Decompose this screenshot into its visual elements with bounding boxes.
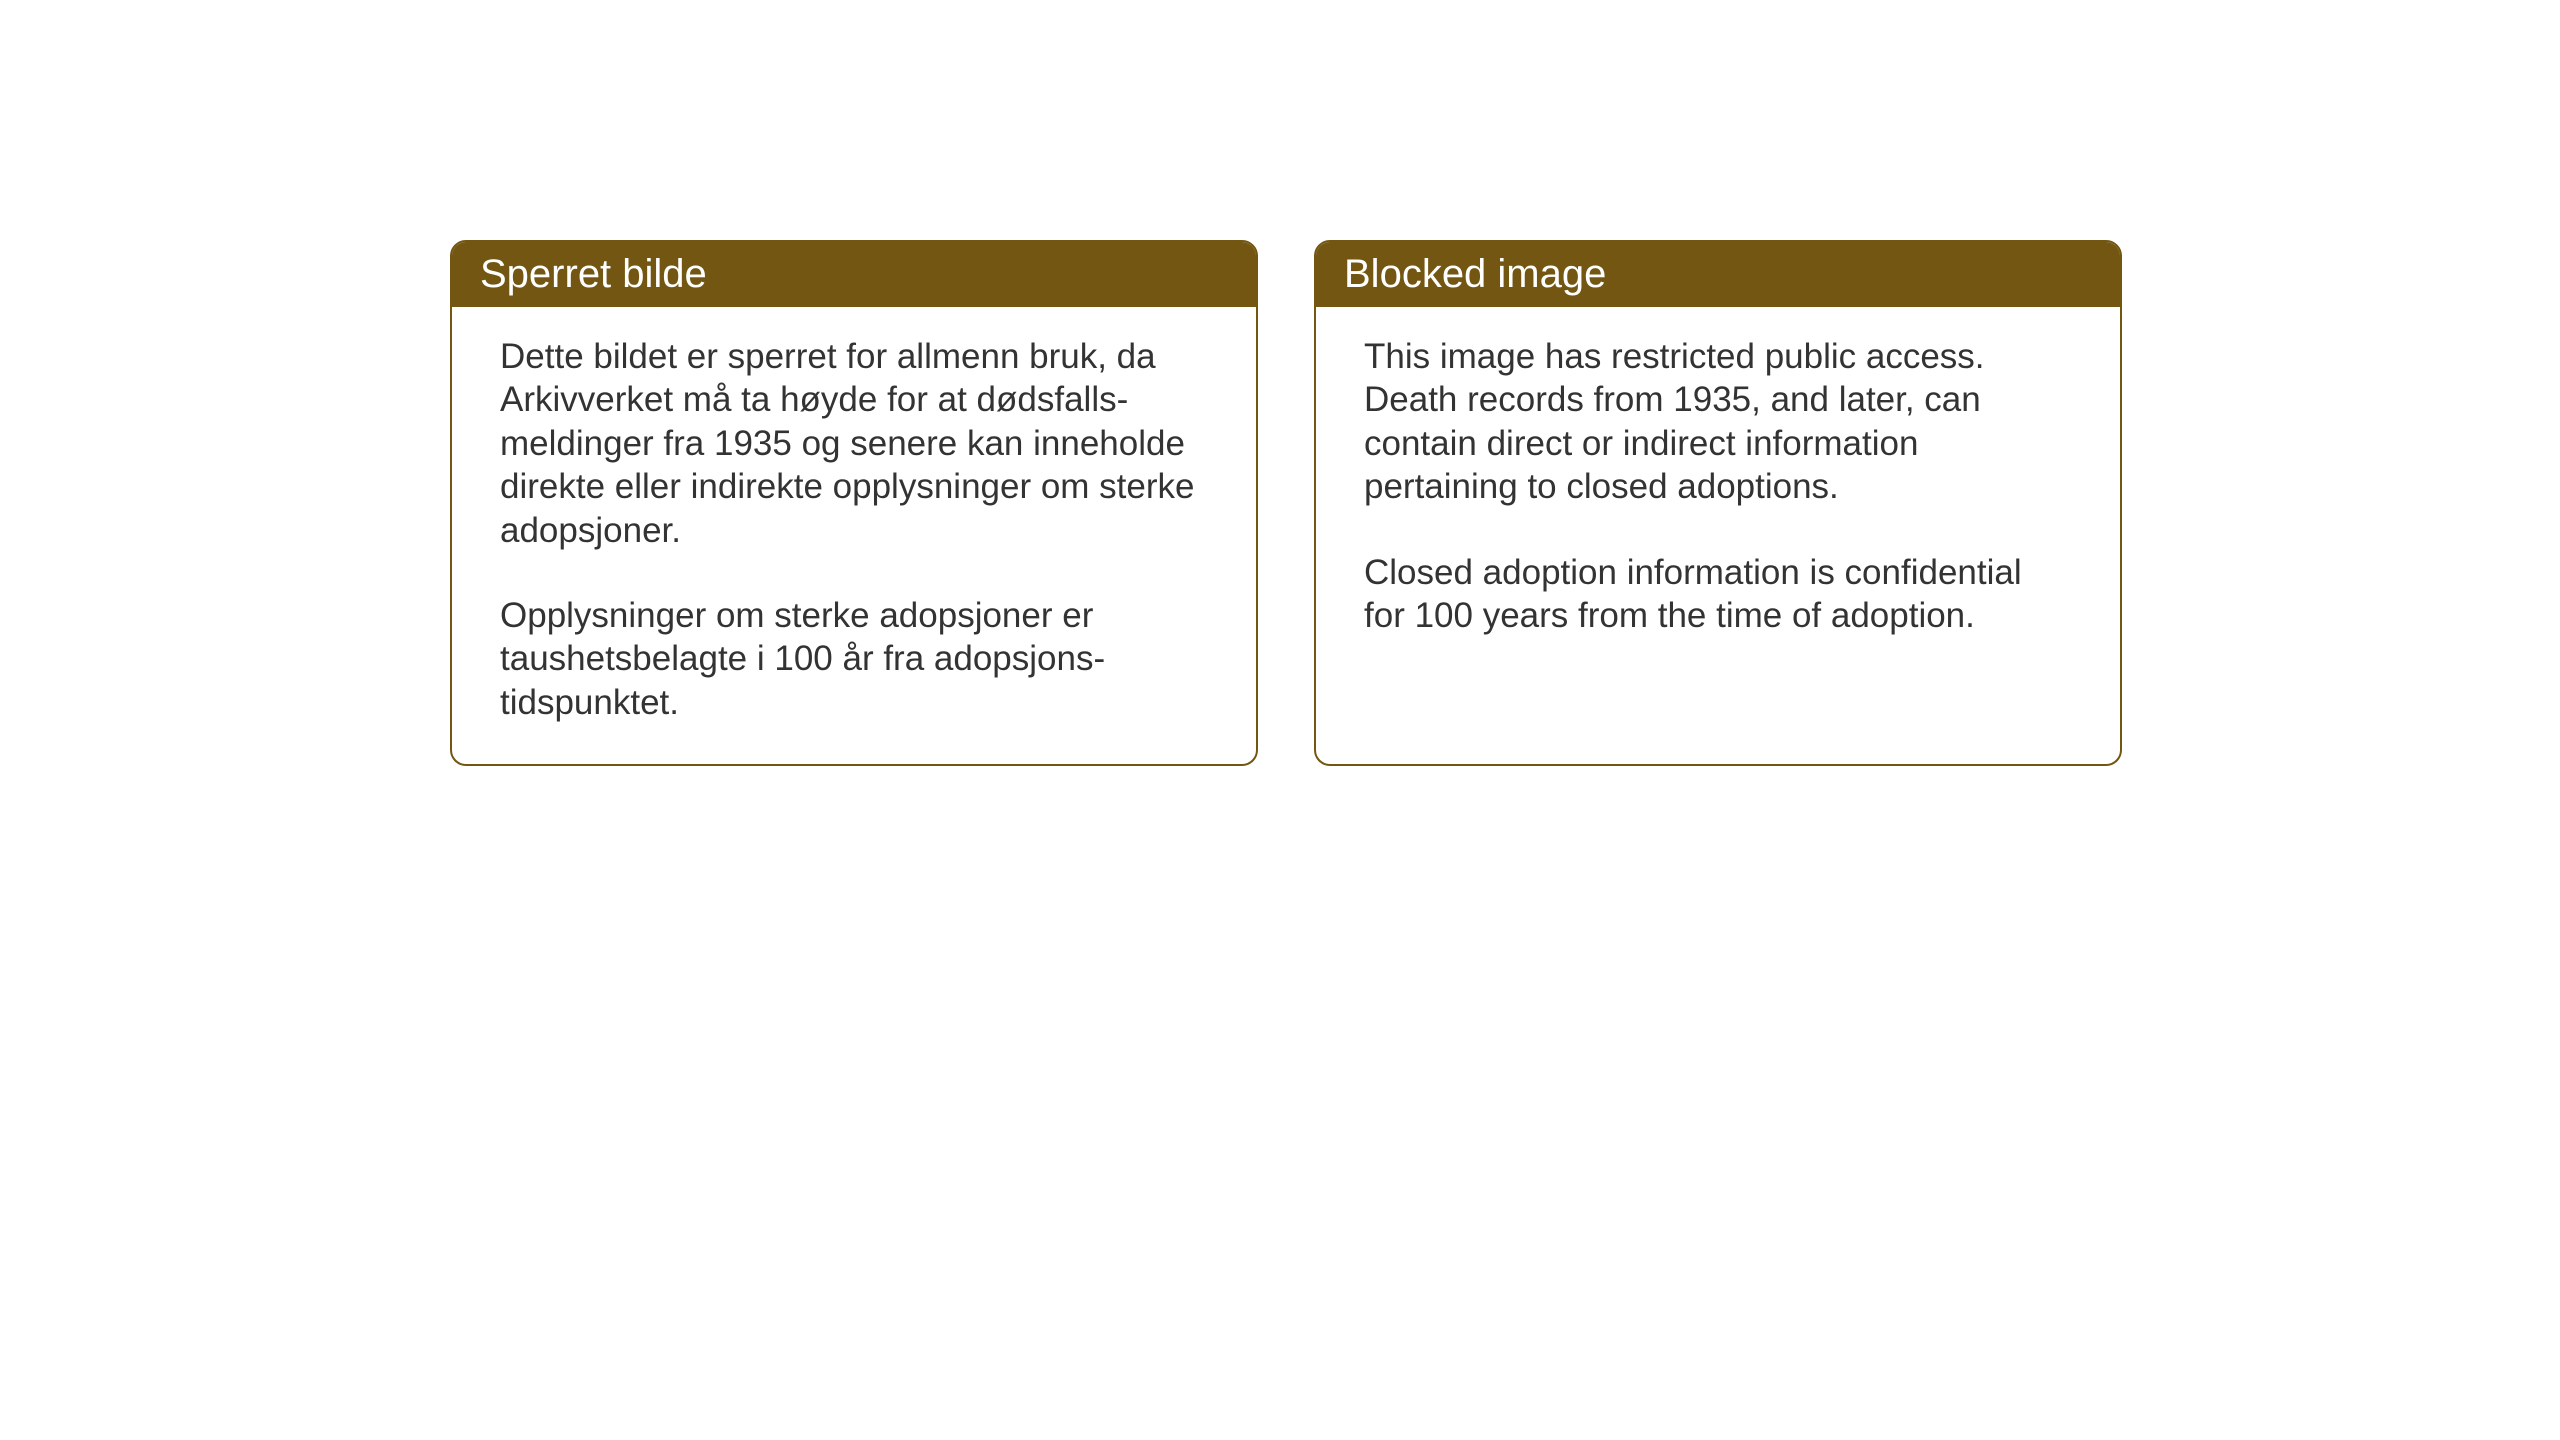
notice-paragraph-2-norwegian: Opplysninger om sterke adopsjoner er tau… bbox=[500, 594, 1208, 724]
notice-body-norwegian: Dette bildet er sperret for allmenn bruk… bbox=[452, 307, 1256, 764]
notice-paragraph-1-english: This image has restricted public access.… bbox=[1364, 335, 2072, 509]
notice-paragraph-1-norwegian: Dette bildet er sperret for allmenn bruk… bbox=[500, 335, 1208, 552]
notice-title-english: Blocked image bbox=[1316, 242, 2120, 307]
notice-card-english: Blocked image This image has restricted … bbox=[1314, 240, 2122, 766]
notice-card-norwegian: Sperret bilde Dette bildet er sperret fo… bbox=[450, 240, 1258, 766]
notice-title-norwegian: Sperret bilde bbox=[452, 242, 1256, 307]
notice-paragraph-2-english: Closed adoption information is confident… bbox=[1364, 551, 2072, 638]
notice-container: Sperret bilde Dette bildet er sperret fo… bbox=[450, 240, 2122, 766]
notice-body-english: This image has restricted public access.… bbox=[1316, 307, 2120, 749]
